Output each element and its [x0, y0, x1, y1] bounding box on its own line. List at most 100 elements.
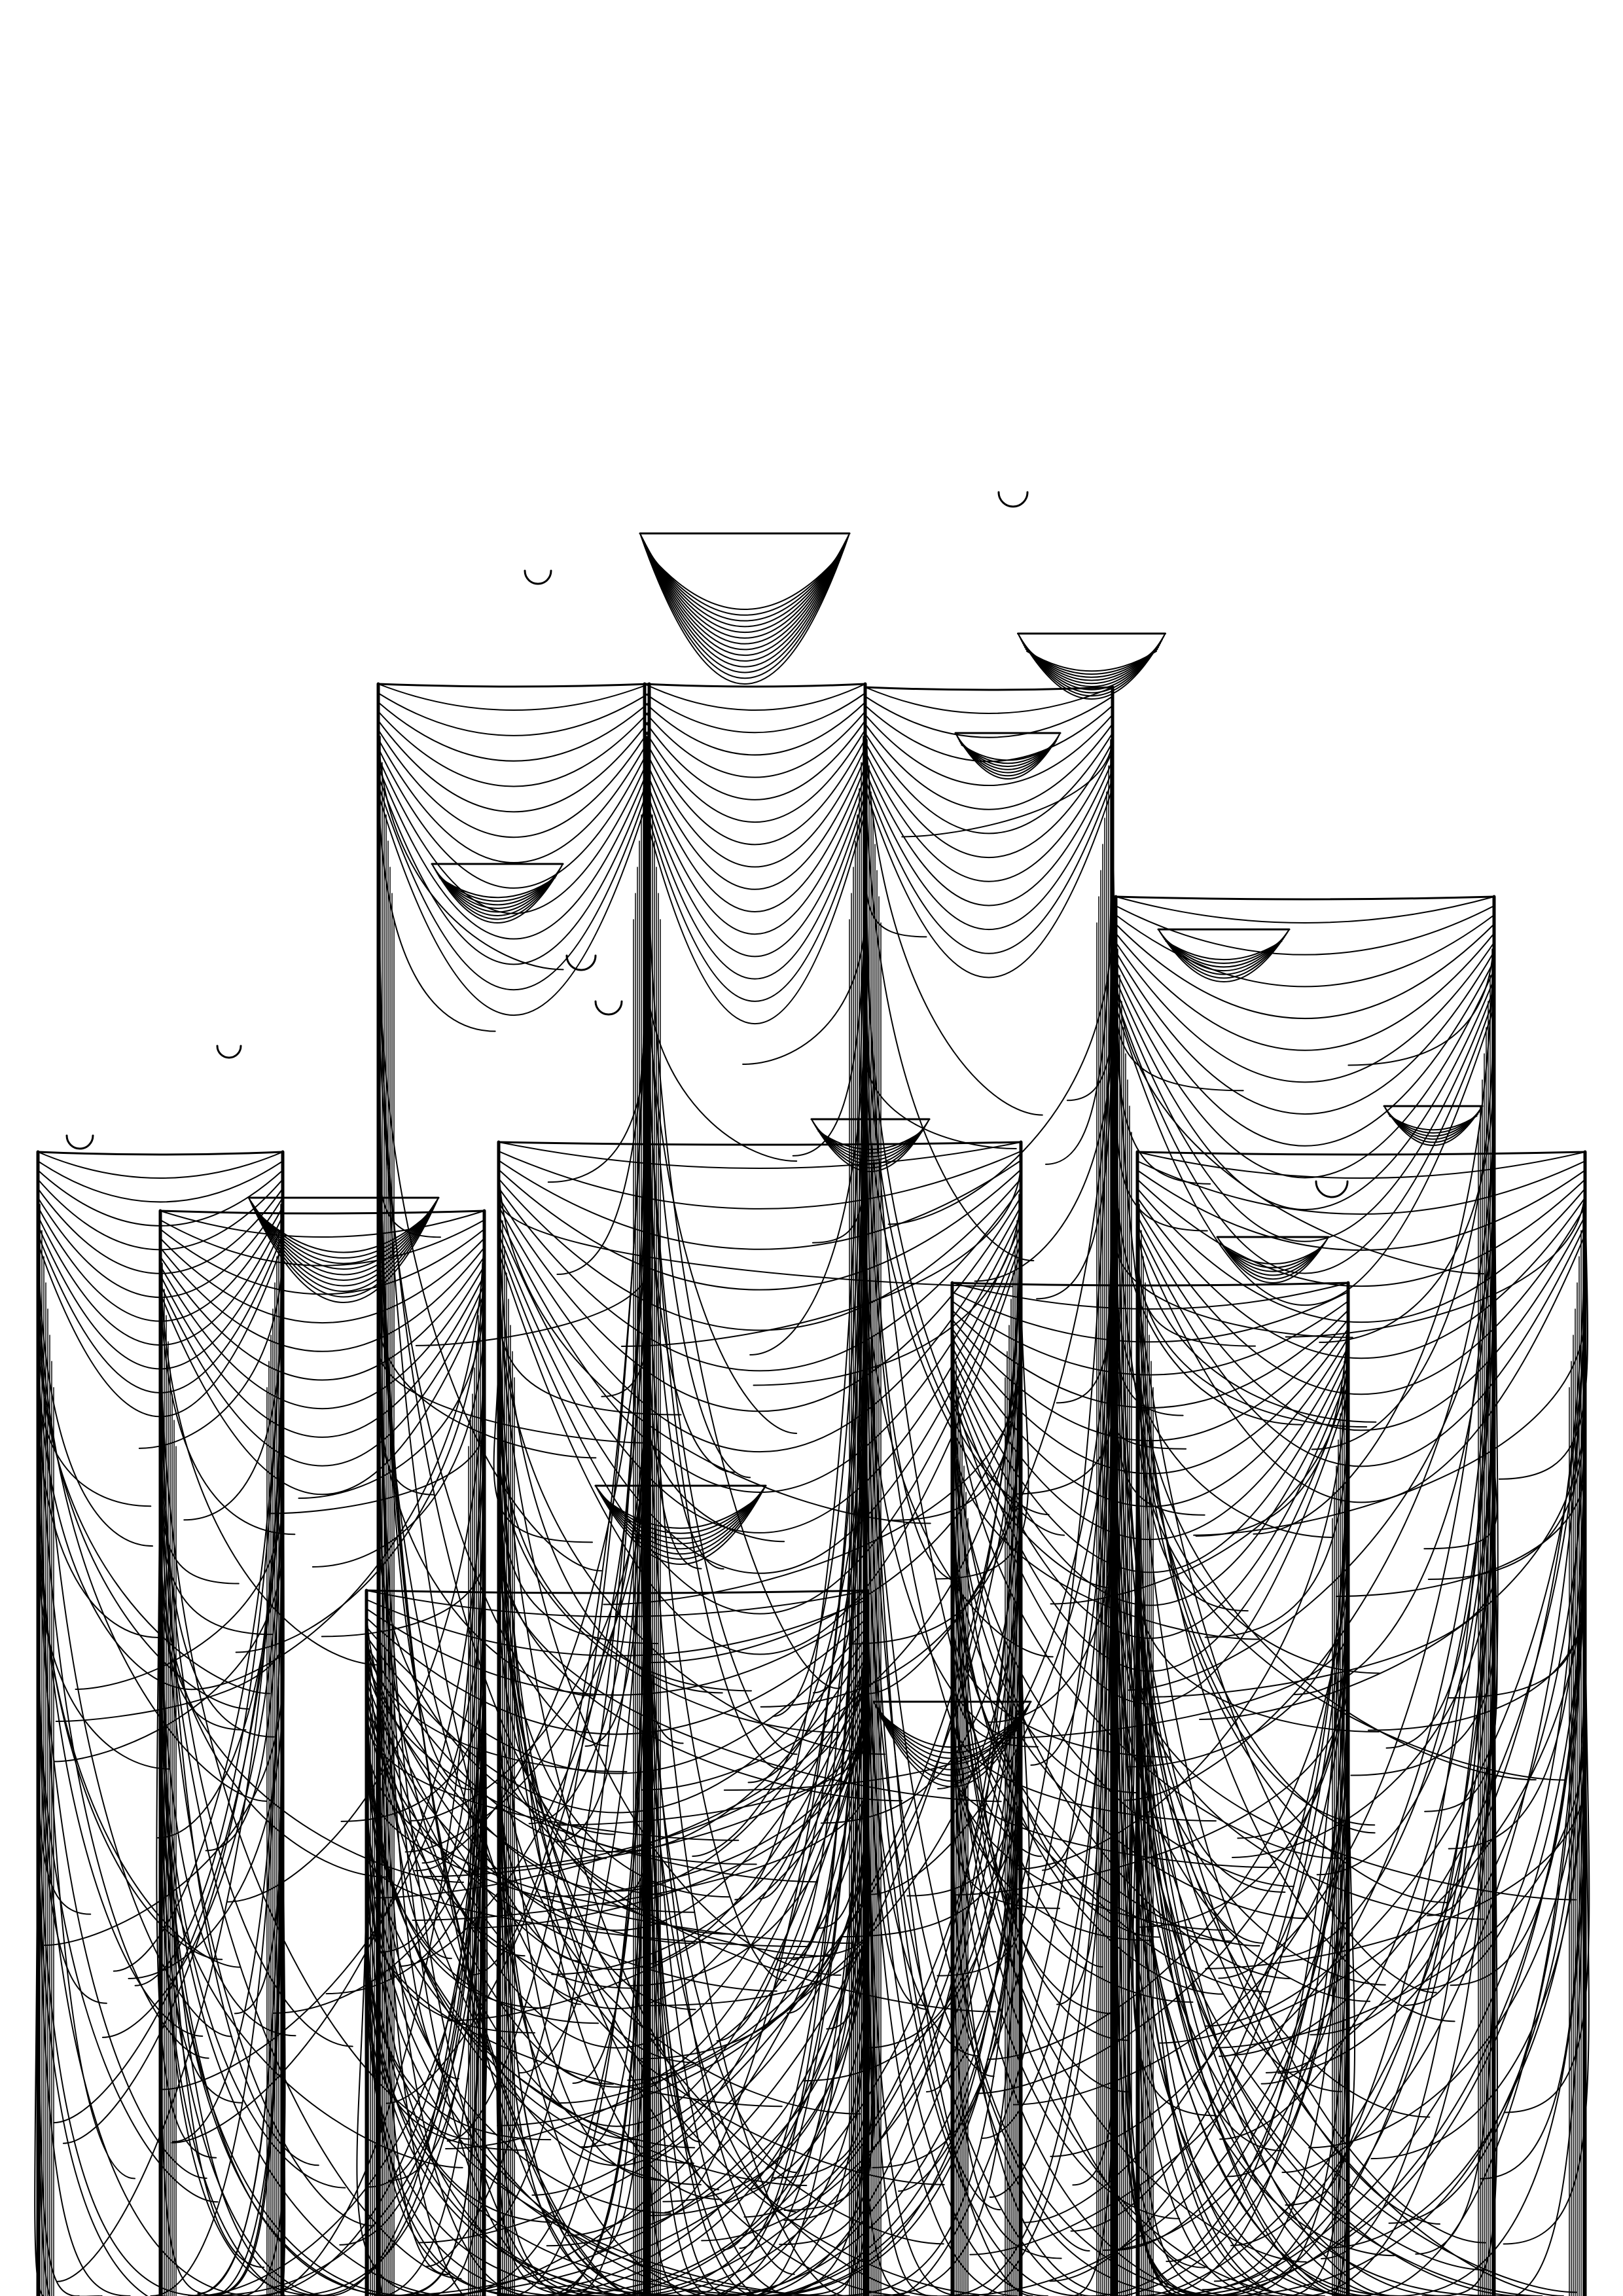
swag-arc — [366, 1617, 868, 1735]
bowl-line — [645, 545, 844, 651]
curtain-line — [1319, 1054, 1495, 1343]
curtain-line — [952, 1812, 1062, 2259]
curtain-line — [1316, 1324, 1495, 1876]
curtain-line — [1173, 1475, 1586, 2296]
bowl-line — [811, 1119, 930, 1172]
swag-arc — [644, 683, 866, 711]
small-arc-icon — [65, 1134, 94, 1150]
bowl-line — [596, 1487, 765, 1560]
curtain-line — [160, 1261, 296, 1535]
curtain-line — [128, 1684, 283, 1979]
swag-arc — [1115, 978, 1495, 1210]
bowl-line — [878, 1709, 1026, 1765]
curtain-line — [366, 1852, 809, 1947]
curtain-line — [37, 1732, 103, 2296]
tower-rim — [1136, 1151, 1586, 1156]
swag-arc — [1137, 1160, 1586, 1215]
bowl-line — [259, 1215, 428, 1253]
curtain-line — [498, 1765, 945, 2185]
curtain-line — [498, 1308, 682, 1416]
swag-arc — [378, 711, 650, 787]
curtain-line — [37, 1217, 154, 1547]
curtain-line — [193, 1770, 485, 2296]
curtain-line — [498, 1438, 840, 1733]
curtain-line — [887, 913, 1113, 1225]
curtain-line — [161, 1541, 485, 2090]
swag-arc — [1115, 914, 1495, 988]
curtain-line — [1205, 1265, 1586, 2027]
curtain-line — [1115, 1528, 1316, 2296]
curtain-line — [1115, 1399, 1410, 2296]
swag-arc — [865, 742, 1113, 859]
curtain-line — [753, 1185, 1022, 1386]
small-arc-icon — [997, 491, 1029, 508]
swag-arc — [498, 1215, 1022, 1493]
curtain-line — [1115, 1444, 1283, 2296]
bowl-line — [882, 1715, 1022, 1748]
curtain-line — [160, 1787, 463, 2168]
curtain-line — [952, 1502, 1272, 1993]
curtain-line — [101, 1438, 283, 2038]
curtain-line — [374, 1961, 868, 2296]
curtain-line — [1128, 1473, 1205, 2296]
swag-arc — [644, 747, 866, 868]
swag-arc — [366, 1626, 868, 1774]
bowl-line — [640, 535, 849, 679]
small-arcs-group — [65, 491, 1349, 1198]
swag-arc — [865, 687, 1113, 714]
curtain-line — [1425, 1494, 1498, 2296]
swag-arc — [952, 1374, 1349, 1639]
curtain-line — [1137, 1520, 1564, 2296]
swag-arc — [952, 1365, 1349, 1606]
curtain-line — [1137, 1583, 1380, 1732]
swag-arc — [378, 702, 650, 762]
swag-arc — [160, 1283, 485, 1467]
swag-arc — [378, 738, 650, 863]
swag-arc — [1137, 1206, 1586, 1395]
curtain-line — [160, 1574, 465, 1883]
curtain-line — [378, 970, 618, 2296]
curtain-line — [404, 1405, 650, 1853]
small-arc-icon — [216, 1045, 242, 1059]
floating-bowl — [810, 1118, 931, 1172]
bowl-line — [652, 558, 838, 611]
curtain-line — [952, 1767, 1277, 1869]
bowl-line — [642, 539, 847, 668]
bowl-line — [649, 552, 840, 628]
bowl-line — [1164, 939, 1284, 964]
curtain-line — [1285, 1703, 1356, 2206]
small-arc-icon — [1315, 1180, 1349, 1198]
curtain-line — [498, 1287, 666, 2181]
curtain-line — [644, 731, 751, 1479]
curtain-line — [952, 1316, 1160, 1938]
bowl-line — [1019, 637, 1164, 694]
bowl-line — [647, 548, 842, 639]
floating-bowl — [431, 863, 564, 924]
small-arc-icon — [524, 569, 552, 585]
curtain-line — [620, 1160, 1022, 1348]
swag-arc — [1137, 1197, 1586, 1359]
swag-arc — [366, 1681, 868, 2009]
swag-arc — [644, 784, 866, 958]
bowl-line — [817, 1130, 923, 1151]
swag-arc — [1115, 988, 1495, 1242]
bowl-line — [957, 736, 1059, 774]
curtain-line — [268, 1425, 485, 1515]
curtain-line — [1115, 1281, 1354, 2296]
bowl-line — [1165, 941, 1283, 961]
curtain-line — [1115, 1263, 1334, 1538]
swag-arc — [865, 751, 1113, 882]
bowl-line — [251, 1203, 436, 1287]
curtain-line — [366, 1892, 865, 2296]
swag-arc — [1137, 1170, 1586, 1251]
floating-bowl — [1383, 1105, 1484, 1146]
swag-arc — [160, 1210, 485, 1238]
swag-arc — [378, 683, 650, 711]
swag-arc — [644, 812, 866, 1025]
bowl-line — [651, 556, 838, 616]
swag-arc — [1115, 896, 1495, 924]
swag-arc — [378, 747, 650, 889]
curtain-line — [1137, 1664, 1577, 1901]
curtain-line — [366, 1839, 536, 2034]
swag-arc — [865, 732, 1113, 834]
